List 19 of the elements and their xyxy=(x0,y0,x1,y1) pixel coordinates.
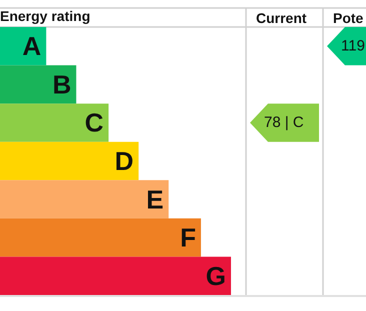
y-tick-label: C xyxy=(84,108,104,138)
text: Current xyxy=(256,10,307,26)
bar xyxy=(0,27,46,66)
bar xyxy=(0,180,169,218)
y-tick-label: F xyxy=(180,222,196,253)
bar xyxy=(0,218,201,257)
y-tick-label: B xyxy=(52,69,72,100)
bar xyxy=(0,256,231,295)
bar xyxy=(0,65,76,104)
text: 78 | C xyxy=(264,114,304,132)
y-tick-label: E xyxy=(146,184,164,214)
text: 119 xyxy=(341,38,365,55)
text: Pote xyxy=(333,10,364,26)
y-tick-label: A xyxy=(22,31,42,62)
chart-title: Energy rating xyxy=(0,8,90,24)
y-tick-label: D xyxy=(114,146,134,176)
y-tick-label: G xyxy=(206,260,226,291)
bar xyxy=(0,142,139,180)
bar xyxy=(0,104,109,142)
